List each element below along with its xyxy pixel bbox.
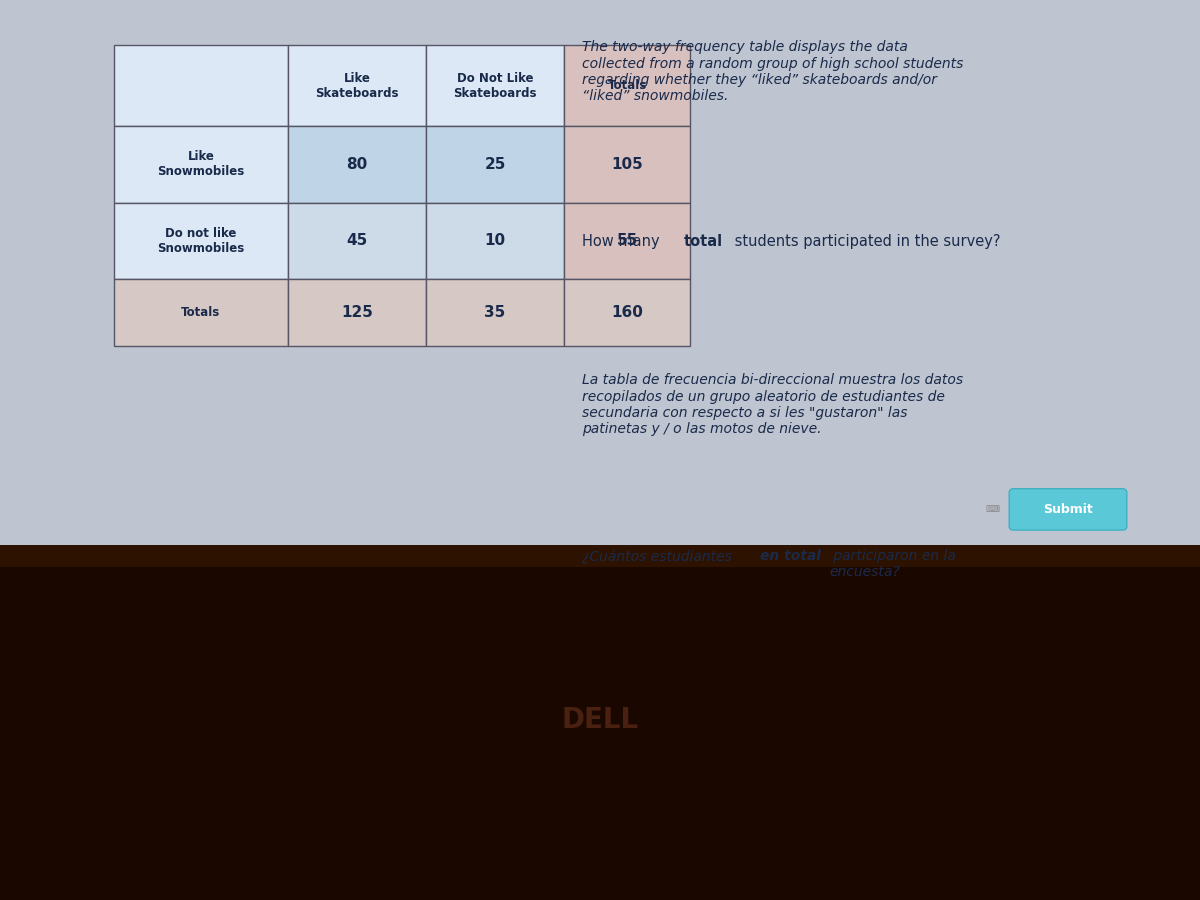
Text: The two-way frequency table displays the data
collected from a random group of h: The two-way frequency table displays the… (582, 40, 964, 104)
Text: 45: 45 (347, 233, 367, 248)
FancyBboxPatch shape (288, 45, 426, 126)
FancyBboxPatch shape (114, 202, 288, 279)
FancyBboxPatch shape (1009, 489, 1127, 530)
FancyBboxPatch shape (426, 279, 564, 346)
Text: La tabla de frecuencia bi-direccional muestra los datos
recopilados de un grupo : La tabla de frecuencia bi-direccional mu… (582, 374, 964, 436)
Text: How many: How many (582, 234, 665, 249)
Text: 35: 35 (485, 305, 505, 320)
FancyBboxPatch shape (288, 126, 426, 202)
Text: participaron en la
encuesta?: participaron en la encuesta? (829, 549, 956, 580)
Text: 25: 25 (485, 157, 505, 172)
FancyBboxPatch shape (426, 202, 564, 279)
Text: 80: 80 (347, 157, 367, 172)
FancyBboxPatch shape (0, 0, 1200, 567)
Text: total: total (684, 234, 724, 249)
Text: 125: 125 (341, 305, 373, 320)
FancyBboxPatch shape (0, 544, 1200, 567)
FancyBboxPatch shape (114, 45, 288, 126)
Text: Submit: Submit (1043, 503, 1093, 516)
Text: en total: en total (760, 549, 821, 563)
Text: Totals: Totals (607, 79, 647, 92)
Text: 160: 160 (611, 305, 643, 320)
Text: Do not like
Snowmobiles: Do not like Snowmobiles (157, 227, 245, 255)
FancyBboxPatch shape (114, 126, 288, 202)
Text: DELL: DELL (562, 706, 638, 734)
FancyBboxPatch shape (426, 45, 564, 126)
FancyBboxPatch shape (564, 279, 690, 346)
Text: 105: 105 (611, 157, 643, 172)
Text: ⌨: ⌨ (985, 504, 1000, 515)
Text: Like
Skateboards: Like Skateboards (316, 71, 398, 100)
Text: Like
Snowmobiles: Like Snowmobiles (157, 150, 245, 178)
Text: Totals: Totals (181, 306, 221, 319)
FancyBboxPatch shape (564, 45, 690, 126)
FancyBboxPatch shape (114, 279, 288, 346)
Text: ¿Cuántos estudiantes: ¿Cuántos estudiantes (582, 549, 737, 563)
Text: Do Not Like
Skateboards: Do Not Like Skateboards (454, 71, 536, 100)
Text: 10: 10 (485, 233, 505, 248)
Text: students participated in the survey?: students participated in the survey? (730, 234, 1000, 249)
FancyBboxPatch shape (288, 279, 426, 346)
FancyBboxPatch shape (564, 126, 690, 202)
FancyBboxPatch shape (564, 202, 690, 279)
FancyBboxPatch shape (288, 202, 426, 279)
FancyBboxPatch shape (0, 567, 1200, 900)
Text: 55: 55 (617, 233, 637, 248)
FancyBboxPatch shape (426, 126, 564, 202)
